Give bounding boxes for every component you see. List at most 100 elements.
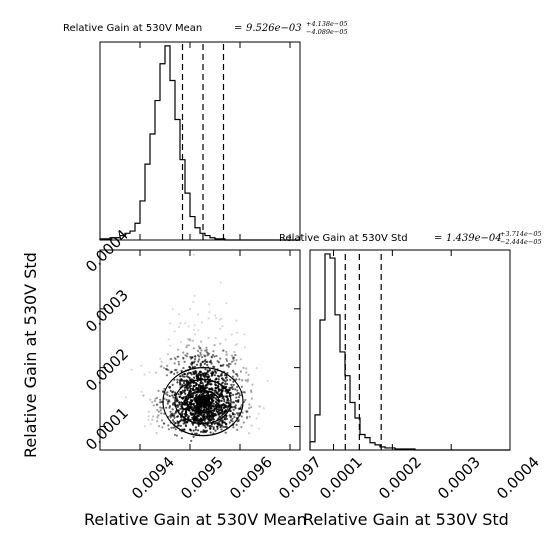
scatter-point bbox=[195, 387, 197, 389]
scatter-point bbox=[178, 402, 180, 404]
scatter-point bbox=[206, 414, 208, 416]
scatter-point bbox=[173, 396, 175, 398]
scatter-point bbox=[200, 341, 202, 343]
scatter-point bbox=[149, 399, 151, 401]
scatter-point bbox=[200, 365, 202, 367]
scatter-point bbox=[211, 414, 213, 416]
scatter-point bbox=[224, 383, 226, 385]
scatter-point bbox=[236, 424, 238, 426]
scatter-point bbox=[225, 339, 227, 341]
scatter-point bbox=[256, 367, 258, 369]
scatter-point bbox=[188, 344, 190, 346]
scatter-point bbox=[172, 391, 174, 393]
scatter-point bbox=[193, 436, 195, 438]
scatter-point bbox=[231, 355, 233, 357]
scatter-point bbox=[231, 333, 233, 335]
scatter-point bbox=[176, 371, 178, 373]
scatter-point bbox=[213, 355, 215, 357]
scatter-point bbox=[182, 352, 184, 354]
scatter-point bbox=[177, 404, 179, 406]
scatter-point bbox=[192, 418, 194, 420]
scatter-point bbox=[188, 390, 190, 392]
scatter-point bbox=[246, 410, 248, 412]
scatter-point bbox=[251, 398, 253, 400]
scatter-point bbox=[172, 403, 174, 405]
scatter-point bbox=[173, 417, 175, 419]
scatter-point bbox=[238, 396, 240, 398]
scatter-point bbox=[239, 408, 241, 410]
scatter-point bbox=[251, 384, 253, 386]
scatter-point bbox=[210, 361, 212, 363]
scatter-point bbox=[251, 425, 253, 427]
scatter-point bbox=[158, 425, 160, 427]
scatter-point bbox=[213, 428, 215, 430]
scatter-point bbox=[208, 317, 210, 319]
scatter-point bbox=[178, 363, 180, 365]
scatter-point bbox=[147, 419, 149, 421]
scatter-point bbox=[185, 396, 187, 398]
scatter-point bbox=[169, 395, 171, 397]
scatter-point bbox=[197, 429, 199, 431]
scatter-point bbox=[166, 394, 168, 396]
scatter-point bbox=[196, 407, 198, 409]
scatter-point bbox=[204, 417, 206, 419]
scatter-point bbox=[231, 361, 233, 363]
scatter-point bbox=[222, 349, 224, 351]
scatter-point bbox=[169, 358, 171, 360]
scatter-point bbox=[185, 425, 187, 427]
scatter-point bbox=[236, 386, 238, 388]
scatter-point bbox=[179, 375, 181, 377]
scatter-point bbox=[163, 367, 165, 369]
scatter-point bbox=[148, 415, 150, 417]
scatter-point bbox=[229, 421, 231, 423]
scatter-point bbox=[168, 428, 170, 430]
scatter-point bbox=[233, 401, 235, 403]
scatter-point bbox=[165, 393, 167, 395]
scatter-point bbox=[226, 392, 228, 394]
scatter-point bbox=[202, 419, 204, 421]
scatter-point bbox=[151, 419, 153, 421]
scatter-point bbox=[212, 396, 214, 398]
scatter-point bbox=[203, 409, 205, 411]
scatter-point bbox=[148, 371, 150, 373]
scatter-point bbox=[214, 371, 216, 373]
scatter-point bbox=[221, 395, 223, 397]
scatter-point bbox=[202, 361, 204, 363]
scatter-point bbox=[237, 392, 239, 394]
scatter-point bbox=[243, 391, 245, 393]
scatter-point bbox=[176, 381, 178, 383]
scatter-point bbox=[193, 430, 195, 432]
scatter-point bbox=[182, 367, 184, 369]
scatter-point bbox=[199, 347, 201, 349]
scatter-point bbox=[206, 417, 208, 419]
scatter-point bbox=[217, 426, 219, 428]
scatter-point bbox=[188, 415, 190, 417]
scatter-point bbox=[201, 382, 203, 384]
scatter-point bbox=[193, 329, 195, 331]
scatter-point bbox=[232, 394, 234, 396]
scatter-point bbox=[148, 411, 150, 413]
scatter-point bbox=[210, 388, 212, 390]
scatter-point bbox=[219, 328, 221, 330]
scatter-point bbox=[236, 429, 238, 431]
scatter-point bbox=[210, 397, 212, 399]
scatter-point bbox=[204, 368, 206, 370]
scatter-point bbox=[235, 378, 237, 380]
scatter-point bbox=[186, 355, 188, 357]
scatter-point bbox=[218, 413, 220, 415]
scatter-point bbox=[192, 388, 194, 390]
scatter-point bbox=[210, 431, 212, 433]
scatter-point bbox=[214, 384, 216, 386]
scatter-point bbox=[189, 388, 191, 390]
scatter-point bbox=[190, 372, 192, 374]
scatter-point bbox=[248, 403, 250, 405]
scatter-point bbox=[195, 416, 197, 418]
hist-panel-mean: Relative Gain at 530V Mean = 9.526e−03 +… bbox=[63, 20, 348, 240]
scatter-point bbox=[178, 361, 180, 363]
scatter-point bbox=[184, 322, 186, 324]
scatter-point bbox=[217, 428, 219, 430]
scatter-point bbox=[193, 403, 195, 405]
scatter-point bbox=[176, 379, 178, 381]
scatter-point bbox=[226, 379, 228, 381]
hist-std-xtick-label-2: 0.0003 bbox=[434, 453, 484, 503]
